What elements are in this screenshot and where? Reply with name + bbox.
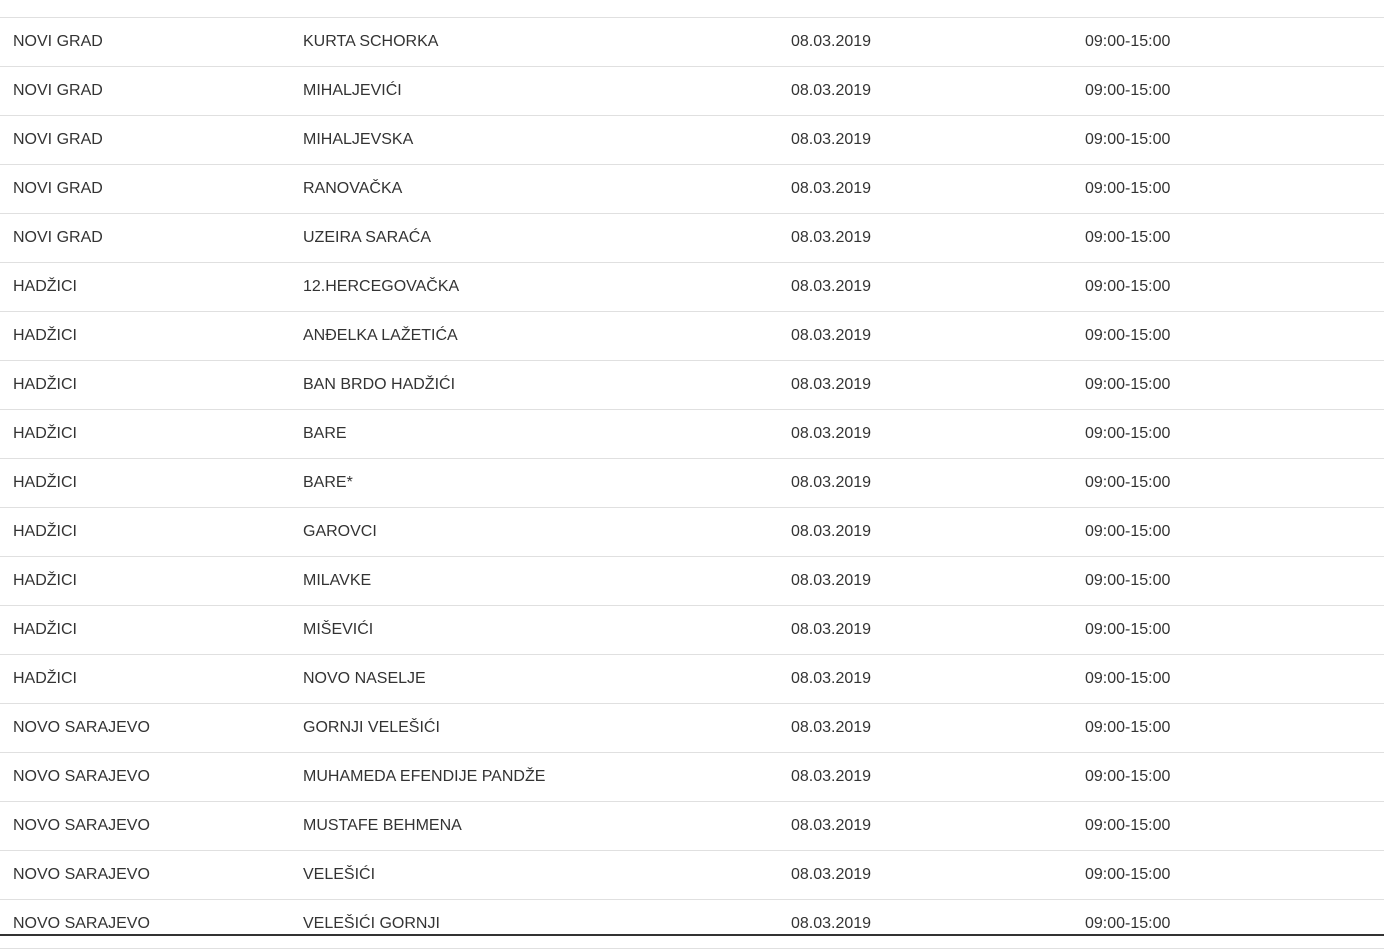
date-cell: 08.03.2019 <box>791 768 872 785</box>
date-cell: 08.03.2019 <box>791 278 872 295</box>
table-row: HADŽICI BARE* 08.03.2019 09:00-15:00 <box>0 459 1384 508</box>
area-cell: HADŽICI <box>13 572 77 589</box>
table-row: NOVI GRAD UZEIRA SARAĆA 08.03.2019 09:00-15… <box>0 214 1384 263</box>
date-cell: 08.03.2019 <box>791 376 872 393</box>
area-cell: NOVO SARAJEVO <box>13 866 150 883</box>
street-cell: MIHALJEVSKA <box>303 131 414 148</box>
time-cell: 09:00-15:00 <box>1085 817 1171 834</box>
date-cell: 08.03.2019 <box>791 719 872 736</box>
date-cell: 08.03.2019 <box>791 670 872 687</box>
time-cell: 09:00-15:00 <box>1085 278 1171 295</box>
time-cell: 09:00-15:00 <box>1085 621 1171 638</box>
date-cell: 08.03.2019 <box>791 131 872 148</box>
date-cell: 08.03.2019 <box>791 425 872 442</box>
table-row: NOVI GRAD MIHALJEVIĆI 08.03.2019 09:00-15:0… <box>0 67 1384 116</box>
divider <box>0 934 1384 936</box>
area-cell: NOVO SARAJEVO <box>13 768 150 785</box>
table-row: HADŽICI NOVO NASELJE 08.03.2019 09:00-15:00 <box>0 655 1384 704</box>
time-cell: 09:00-15:00 <box>1085 425 1171 442</box>
date-cell: 08.03.2019 <box>791 229 872 246</box>
time-cell: 09:00-15:00 <box>1085 915 1171 932</box>
area-cell: NOVO SARAJEVO <box>13 719 150 736</box>
table-row: HADŽICI MIŠEVIĆI 08.03.2019 09:00-15:00 <box>0 606 1384 655</box>
table-row: NOVI GRAD MIHALJEVSKA 08.03.2019 09:00-15:0… <box>0 116 1384 165</box>
street-cell: UZEIRA SARAĆA <box>303 229 432 246</box>
table-row: HADŽICI MILAVKE 08.03.2019 09:00-15:00 <box>0 557 1384 606</box>
street-cell: BARE* <box>303 474 353 491</box>
area-cell: HADŽICI <box>13 425 77 442</box>
date-cell: 08.03.2019 <box>791 915 872 932</box>
outage-schedule-table: NOVI GRAD KURTA SCHORKA 08.03.2019 09:00-15… <box>0 17 1384 949</box>
time-cell: 09:00-15:00 <box>1085 327 1171 344</box>
street-cell: GAROVCI <box>303 523 377 540</box>
street-cell: GORNJI VELEŠIĆI <box>303 719 440 736</box>
table-row: NOVO SARAJEVO VELEŠIĆI 08.03.2019 09:00-15:… <box>0 851 1384 900</box>
table-row: HADŽICI ANĐELKA LAŽETIĆA 08.03.2019 09:00-1… <box>0 312 1384 361</box>
table-row: NOVO SARAJEVO MUHAMEDA EFENDIJE PANDŽE 08.… <box>0 753 1384 802</box>
area-cell: HADŽICI <box>13 523 77 540</box>
time-cell: 09:00-15:00 <box>1085 523 1171 540</box>
time-cell: 09:00-15:00 <box>1085 670 1171 687</box>
table-row: HADŽICI GAROVCI 08.03.2019 09:00-15:00 <box>0 508 1384 557</box>
street-cell: 12.HERCEGOVAČKA <box>303 278 460 295</box>
date-cell: 08.03.2019 <box>791 572 872 589</box>
time-cell: 09:00-15:00 <box>1085 376 1171 393</box>
date-cell: 08.03.2019 <box>791 180 872 197</box>
street-cell: BARE <box>303 425 347 442</box>
street-cell: MIŠEVIĆI <box>303 621 374 638</box>
street-cell: BAN BRDO HADŽIĆI <box>303 376 456 393</box>
area-cell: NOVI GRAD <box>13 82 103 99</box>
date-cell: 08.03.2019 <box>791 866 872 883</box>
table-row: NOVI GRAD RANOVAČKA 08.03.2019 09:00-15:00 <box>0 165 1384 214</box>
area-cell: NOVI GRAD <box>13 33 103 50</box>
time-cell: 09:00-15:00 <box>1085 82 1171 99</box>
time-cell: 09:00-15:00 <box>1085 768 1171 785</box>
area-cell: HADŽICI <box>13 621 77 638</box>
date-cell: 08.03.2019 <box>791 817 872 834</box>
table-row: HADŽICI 12.HERCEGOVAČKA 08.03.2019 09:00-15… <box>0 263 1384 312</box>
date-cell: 08.03.2019 <box>791 327 872 344</box>
street-cell: NOVO NASELJE <box>303 670 426 687</box>
street-cell: VELEŠIĆI GORNJI <box>303 915 440 932</box>
area-cell: HADŽICI <box>13 327 77 344</box>
date-cell: 08.03.2019 <box>791 82 872 99</box>
time-cell: 09:00-15:00 <box>1085 474 1171 491</box>
street-cell: MUSTAFE BEHMENA <box>303 817 462 834</box>
time-cell: 09:00-15:00 <box>1085 180 1171 197</box>
table-row: NOVI GRAD KURTA SCHORKA 08.03.2019 09:00-15… <box>0 18 1384 67</box>
time-cell: 09:00-15:00 <box>1085 572 1171 589</box>
area-cell: HADŽICI <box>13 376 77 393</box>
street-cell: MUHAMEDA EFENDIJE PANDŽE <box>303 768 546 785</box>
area-cell: NOVI GRAD <box>13 131 103 148</box>
street-cell: RANOVAČKA <box>303 180 403 197</box>
street-cell: MIHALJEVIĆI <box>303 82 402 99</box>
date-cell: 08.03.2019 <box>791 33 872 50</box>
date-cell: 08.03.2019 <box>791 523 872 540</box>
area-cell: NOVO SARAJEVO <box>13 915 150 932</box>
time-cell: 09:00-15:00 <box>1085 866 1171 883</box>
table-row: NOVO SARAJEVO VELEŠIĆI GORNJI 08.03.2019 09… <box>0 900 1384 949</box>
time-cell: 09:00-15:00 <box>1085 719 1171 736</box>
date-cell: 08.03.2019 <box>791 621 872 638</box>
area-cell: NOVI GRAD <box>13 180 103 197</box>
street-cell: ANĐELKA LAŽETIĆA <box>303 327 458 344</box>
time-cell: 09:00-15:00 <box>1085 131 1171 148</box>
table-row: NOVO SARAJEVO GORNJI VELEŠIĆI 08.03.2019 09… <box>0 704 1384 753</box>
table-row: HADŽICI BAN BRDO HADŽIĆI 08.03.2019 09:00-1… <box>0 361 1384 410</box>
area-cell: HADŽICI <box>13 474 77 491</box>
table-row: NOVO SARAJEVO MUSTAFE BEHMENA 08.03.2019 09… <box>0 802 1384 851</box>
street-cell: KURTA SCHORKA <box>303 33 439 50</box>
time-cell: 09:00-15:00 <box>1085 33 1171 50</box>
time-cell: 09:00-15:00 <box>1085 229 1171 246</box>
street-cell: MILAVKE <box>303 572 372 589</box>
table-row: HADŽICI BARE 08.03.2019 09:00-15:00 <box>0 410 1384 459</box>
area-cell: NOVO SARAJEVO <box>13 817 150 834</box>
area-cell: HADŽICI <box>13 670 77 687</box>
date-cell: 08.03.2019 <box>791 474 872 491</box>
area-cell: NOVI GRAD <box>13 229 103 246</box>
area-cell: HADŽICI <box>13 278 77 295</box>
street-cell: VELEŠIĆI <box>303 866 376 883</box>
